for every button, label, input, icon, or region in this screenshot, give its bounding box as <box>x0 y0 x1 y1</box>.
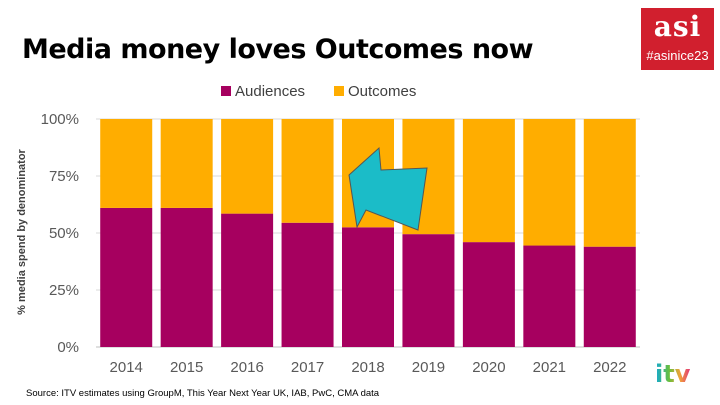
bar-audiences-2018 <box>342 227 394 347</box>
asi-logo: asi #asinice23 <box>641 8 714 70</box>
bar-audiences-2019 <box>402 234 455 347</box>
bar-outcomes-2016 <box>221 119 274 214</box>
x-tick-label: 2017 <box>291 359 324 376</box>
itv-logo: itv <box>655 361 691 387</box>
legend: Audiences Outcomes <box>221 83 416 100</box>
x-tick-label: 2015 <box>170 359 203 376</box>
legend-swatch-outcomes <box>334 86 344 96</box>
bar-outcomes-2020 <box>462 119 515 243</box>
y-tick-label: 75% <box>49 168 79 185</box>
asi-logo-text: asi <box>653 10 702 43</box>
source-note: Source: ITV estimates using GroupM, This… <box>26 388 380 399</box>
x-tick-label: 2019 <box>412 359 445 376</box>
bar-audiences-2014 <box>100 207 153 347</box>
bar-outcomes-2014 <box>100 119 153 208</box>
bar-audiences-2020 <box>462 242 515 347</box>
legend-label-outcomes: Outcomes <box>348 83 416 100</box>
bar-audiences-2016 <box>221 213 274 347</box>
y-tick-label: 0% <box>57 339 79 356</box>
bar-outcomes-2015 <box>160 119 213 208</box>
bar-audiences-2021 <box>523 245 576 347</box>
y-tick-label: 25% <box>49 282 79 299</box>
arrow-annotation <box>348 146 428 231</box>
bar-outcomes-2021 <box>523 119 576 246</box>
x-tick-label: 2018 <box>351 359 384 376</box>
x-tick-label: 2014 <box>110 359 143 376</box>
y-tick-label: 50% <box>49 225 79 242</box>
x-tick-label: 2021 <box>533 359 566 376</box>
asi-hashtag: #asinice23 <box>646 48 709 63</box>
y-tick-labels: 0% 25% 50% 75% 100% <box>41 111 79 356</box>
x-tick-label: 2020 <box>472 359 505 376</box>
legend-label-audiences: Audiences <box>235 83 305 100</box>
x-tick-label: 2016 <box>230 359 263 376</box>
bar-outcomes-2017 <box>281 119 334 223</box>
bar-audiences-2022 <box>583 246 636 347</box>
itv-logo-text: itv <box>655 361 691 387</box>
slide-title: Media money loves Outcomes now <box>22 34 534 65</box>
bar-audiences-2017 <box>281 222 334 347</box>
bar-audiences-2015 <box>160 207 213 347</box>
legend-swatch-audiences <box>221 86 231 96</box>
x-tick-labels: 2014 2015 2016 2017 2018 2019 2020 2021 2022 <box>110 359 627 376</box>
bars <box>100 119 636 347</box>
bar-outcomes-2022 <box>583 119 636 247</box>
y-tick-label: 100% <box>41 111 79 128</box>
x-tick-label: 2022 <box>593 359 626 376</box>
y-axis-title: % media spend by denominator <box>16 148 28 314</box>
